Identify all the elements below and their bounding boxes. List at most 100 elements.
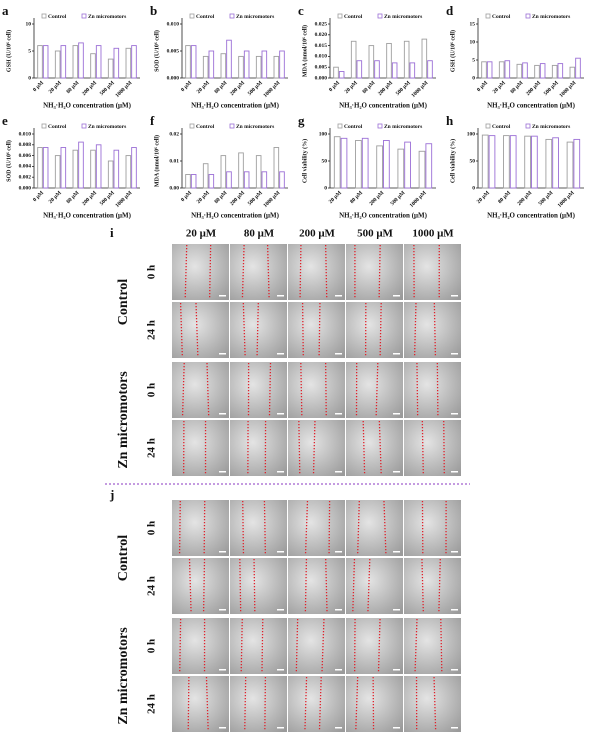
bar: [60, 45, 67, 79]
y-tick-label: 0.008: [19, 142, 32, 148]
x-tick-label: 20 μM: [344, 79, 360, 95]
bar: [421, 38, 428, 79]
bar: [273, 147, 280, 189]
y-tick-label: 0.02: [169, 131, 179, 137]
legend-label: Control: [344, 124, 363, 130]
legend-label: Zn micromotors: [532, 124, 570, 130]
bar: [113, 149, 120, 189]
wound-edge: [300, 362, 303, 418]
wound-edge: [263, 500, 267, 556]
bar: [125, 155, 132, 189]
y-tick-label: 0.010: [167, 21, 180, 27]
legend-label: Zn micromotors: [384, 14, 422, 20]
x-tick-label: 0 μM: [328, 79, 342, 93]
bar: [573, 138, 581, 189]
wound-edge: [203, 500, 206, 556]
x-tick-label: 200 μM: [229, 79, 246, 96]
panel-label: f: [150, 113, 155, 128]
legend-label: Control: [196, 14, 215, 20]
scale-bar: [335, 551, 342, 553]
micrograph: [230, 420, 287, 476]
micrograph: [288, 420, 345, 476]
scale-bar: [335, 471, 342, 473]
scale-bar: [393, 669, 400, 671]
x-tick-label: 1000 μM: [409, 189, 428, 208]
x-tick-label: 80 μM: [497, 189, 513, 205]
x-tick-label: 1000 μM: [263, 189, 282, 208]
scale-bar: [219, 609, 226, 611]
wound-edge: [416, 362, 419, 418]
panel-label: i: [110, 225, 114, 240]
scale-bar: [335, 295, 342, 297]
column-header: 20 μM: [186, 228, 217, 240]
bar: [261, 50, 268, 79]
bar: [338, 71, 345, 79]
bar: [355, 140, 362, 189]
scale-bar: [393, 353, 400, 355]
y-tick-label: 100: [319, 131, 328, 137]
legend-label: Control: [344, 14, 363, 20]
x-axis-label: NH₃·H₂O concentration (μM): [339, 212, 428, 220]
time-label: 0 h: [146, 521, 158, 535]
legend-label: Control: [48, 124, 67, 130]
group-label: Zn micromotors: [116, 371, 131, 469]
y-axis-label: MDA (nmol/10⁶ cell): [153, 135, 160, 187]
wound-edge: [253, 558, 256, 614]
wound-edge: [299, 244, 302, 300]
y-tick-label: 0.01: [169, 158, 179, 164]
bar: [376, 145, 383, 189]
micrograph: [230, 362, 287, 418]
bar: [226, 39, 232, 79]
bar: [403, 40, 410, 79]
x-axis-label: NH₃·H₂O concentration (μM): [487, 102, 576, 110]
bar: [113, 47, 120, 79]
wound-edge: [206, 362, 210, 418]
column-header: 1000 μM: [412, 228, 454, 240]
legend-swatch: [81, 123, 87, 129]
y-axis-label: GSH (U/10⁶ cell): [449, 30, 456, 72]
scale-bar: [277, 353, 284, 355]
x-axis-label: NH₃·H₂O concentration (μM): [43, 212, 132, 220]
wound-edge: [328, 500, 331, 556]
x-tick-label: 200 μM: [516, 189, 533, 206]
bar: [238, 152, 244, 189]
x-tick-label: 20 μM: [476, 189, 492, 205]
wound-edge: [261, 618, 264, 674]
scale-bar: [335, 353, 342, 355]
legend-swatch: [229, 13, 235, 19]
bar: [220, 155, 227, 189]
panel-label: h: [446, 113, 454, 128]
x-tick-label: 200 μM: [81, 79, 98, 96]
y-tick-label: 100: [467, 131, 476, 137]
y-tick-label: 0.000: [167, 75, 180, 81]
micrograph: [346, 500, 403, 556]
scale-bar: [219, 413, 226, 415]
x-tick-label: 20 μM: [48, 189, 64, 205]
x-tick-label: 80 μM: [65, 79, 81, 95]
wound-edge: [205, 676, 209, 732]
micrograph: [288, 302, 345, 358]
x-tick-label: 0 μM: [180, 189, 194, 203]
x-tick-label: 0 μM: [32, 79, 46, 93]
y-tick-label: 0.005: [167, 48, 180, 54]
scale-bar: [451, 471, 458, 473]
wound-edge: [181, 362, 185, 418]
micrograph: [288, 362, 345, 418]
y-tick-label: 0.025: [315, 21, 328, 27]
wound-edge: [433, 302, 437, 358]
scale-bar: [277, 471, 284, 473]
wound-edge: [352, 558, 356, 614]
bar: [185, 45, 191, 79]
x-tick-label: 500 μM: [538, 189, 555, 206]
micrograph: [404, 244, 461, 300]
bar: [72, 149, 79, 189]
bar: [78, 141, 84, 189]
wound-edge: [321, 618, 325, 674]
y-tick-label: 0: [324, 185, 327, 191]
y-tick-label: 0.015: [315, 43, 328, 49]
wound-edge: [304, 676, 308, 732]
wound-edge: [312, 420, 316, 476]
micrograph: [288, 618, 345, 674]
bar: [107, 160, 114, 189]
bar: [522, 62, 528, 79]
